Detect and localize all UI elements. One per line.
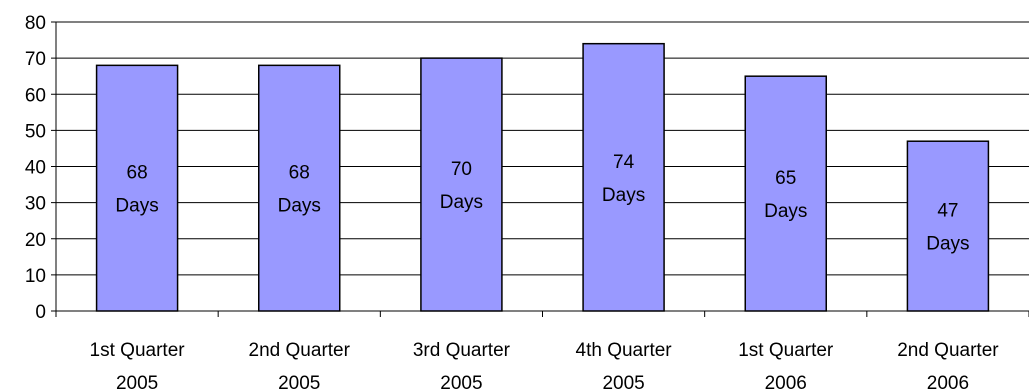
x-tick-labels: 1st Quarter 2005 2nd Quarter 2005 3rd Quarte… [90, 340, 1000, 391]
bar-data-label: 68 [127, 163, 148, 184]
bars [95, 42, 990, 312]
x-category-label: 2005 [116, 373, 158, 391]
bar-data-label: Days [926, 234, 969, 255]
bar-data-label: Days [602, 185, 645, 206]
x-category-label: 2nd Quarter [249, 340, 351, 361]
bar-data-label: Days [440, 192, 483, 213]
x-category-label: 2005 [440, 373, 482, 391]
x-category-label: 1st Quarter [738, 340, 834, 361]
axes [51, 21, 1029, 317]
bar [95, 64, 179, 312]
x-category-label: 2006 [927, 373, 969, 391]
bar-data-label: Days [115, 196, 158, 217]
bar-data-label: 74 [613, 152, 635, 173]
bar [258, 64, 341, 312]
x-category-label: 4th Quarter [576, 340, 673, 361]
bar-data-label: Days [278, 196, 321, 217]
y-tick-label: 0 [35, 302, 46, 323]
data-labels: 68 Days 68 Days 70 Days 74 Days 65 Days 47 Days [115, 152, 969, 255]
bar-data-label: 70 [451, 159, 472, 180]
x-category-label: 2005 [602, 373, 644, 391]
bar [744, 75, 827, 312]
x-category-label: 2005 [278, 373, 320, 391]
y-tick-label: 50 [25, 121, 46, 142]
y-tick-label: 60 [25, 85, 46, 106]
x-category-label: 3rd Quarter [413, 340, 511, 361]
bar [906, 140, 990, 312]
y-tick-label: 30 [25, 194, 46, 215]
x-category-label: 2nd Quarter [897, 340, 999, 361]
y-tick-label: 10 [25, 266, 46, 287]
y-tick-label: 70 [25, 49, 46, 70]
bar [582, 42, 665, 312]
bar-data-label: Days [764, 201, 807, 222]
bar-data-label: 47 [937, 201, 958, 222]
bar-data-label: 65 [775, 168, 796, 189]
x-category-label: 1st Quarter [90, 340, 186, 361]
bar [420, 57, 503, 312]
y-tick-label: 40 [25, 158, 46, 179]
bar-data-label: 68 [289, 163, 310, 184]
x-category-label: 2006 [765, 373, 807, 391]
gridlines [56, 21, 1029, 276]
y-tick-label: 20 [25, 230, 46, 251]
y-tick-label: 80 [25, 13, 46, 34]
y-tick-labels: 0 10 20 30 40 50 60 70 80 [25, 13, 46, 323]
